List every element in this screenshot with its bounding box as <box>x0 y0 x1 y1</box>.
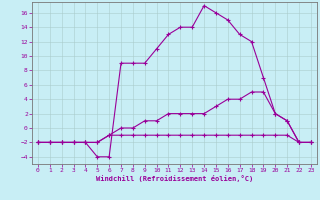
X-axis label: Windchill (Refroidissement éolien,°C): Windchill (Refroidissement éolien,°C) <box>96 175 253 182</box>
